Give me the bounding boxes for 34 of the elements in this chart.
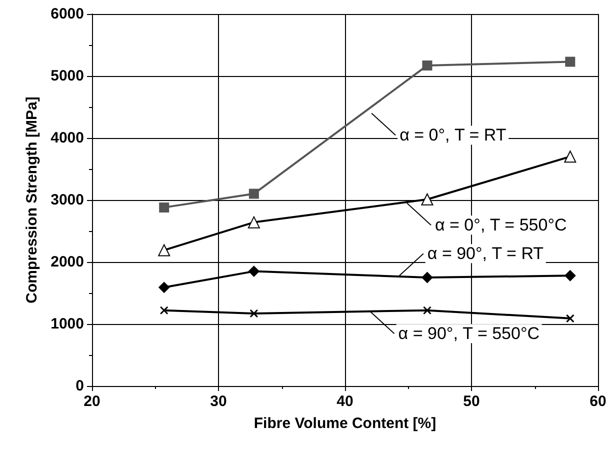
y-tick-label: 3000 xyxy=(50,192,84,208)
point xyxy=(422,306,432,315)
x-tick-label: 60 xyxy=(590,393,606,410)
annotation: α = 90°, T = RT xyxy=(427,244,544,264)
y-axis-title: Compression Strength [MPa] xyxy=(24,96,41,304)
point xyxy=(250,309,258,318)
point xyxy=(248,188,259,199)
point xyxy=(159,202,170,212)
point xyxy=(158,282,170,293)
x-tick-label: 30 xyxy=(210,393,227,410)
point xyxy=(160,306,168,315)
point xyxy=(248,266,260,277)
point xyxy=(422,60,432,70)
y-tick-label: 0 xyxy=(76,378,84,394)
y-tick-label: 6000 xyxy=(50,6,84,22)
y-tick-label: 1000 xyxy=(50,316,84,332)
x-tick-label: 20 xyxy=(84,393,100,410)
x-axis-title: Fibre Volume Content [%] xyxy=(254,415,436,432)
annotation: α = 0°, T = 550°C xyxy=(434,216,567,235)
point xyxy=(248,216,260,228)
annotation: α = 0°, T = RT xyxy=(400,126,506,145)
x-tick-label: 50 xyxy=(463,393,480,410)
point xyxy=(158,244,170,256)
point xyxy=(564,150,576,163)
point xyxy=(565,56,576,67)
point xyxy=(422,272,433,283)
annotation: α = 90°, T = 550°C xyxy=(398,324,540,344)
y-tick-label: 4000 xyxy=(50,130,84,146)
y-tick-label: 5000 xyxy=(50,68,84,84)
point xyxy=(566,314,574,323)
point xyxy=(421,193,434,206)
x-tick-label: 40 xyxy=(336,393,354,410)
point xyxy=(564,270,576,282)
y-tick-label: 2000 xyxy=(50,254,84,270)
